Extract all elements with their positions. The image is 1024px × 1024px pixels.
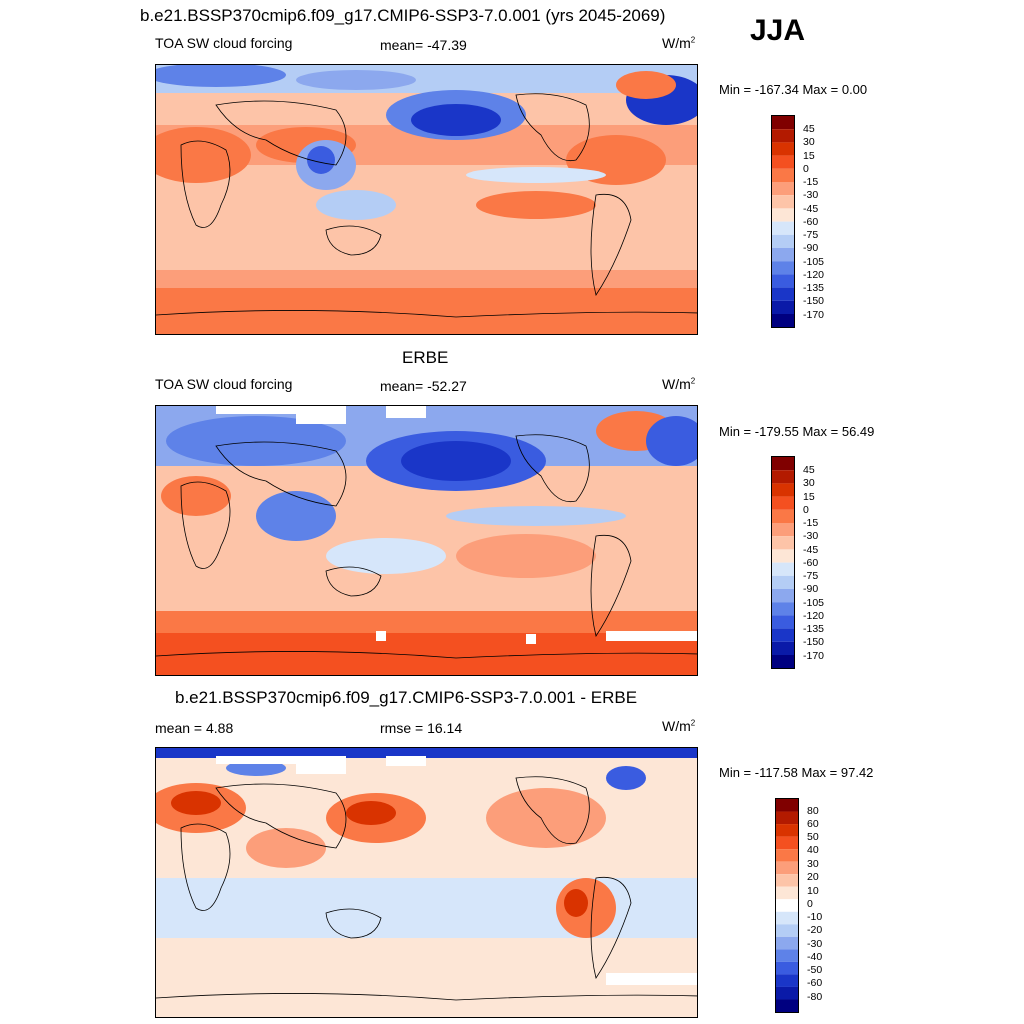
colorbar-label: -120 <box>803 269 825 281</box>
colorbar-label: 50 <box>807 831 819 843</box>
panel-obs-colorbar: 45 30 15 0 -15 -30 -45 -60 -75 -90 -105 … <box>771 456 871 671</box>
panel-model-map <box>155 64 698 335</box>
panel-diff-field <box>156 748 697 1017</box>
colorbar-label: -15 <box>803 176 819 188</box>
colorbar-label: -105 <box>803 597 825 609</box>
panel-diff-map <box>155 747 698 1018</box>
colorbar-label: -170 <box>803 309 825 321</box>
panel-obs-left-label: TOA SW cloud forcing <box>155 376 293 392</box>
colorbar-label: -75 <box>803 229 819 241</box>
colorbar-label: -30 <box>807 938 823 950</box>
colorbar-label: 15 <box>803 150 815 162</box>
colorbar-label: -40 <box>807 951 823 963</box>
panel-obs-mean: mean= -52.27 <box>380 378 467 394</box>
colorbar-label: -150 <box>803 295 825 307</box>
colorbar-label: -90 <box>803 583 819 595</box>
colorbar-label: 40 <box>807 844 819 856</box>
colorbar-label: -90 <box>803 242 819 254</box>
panel-diff-colorbar-box <box>775 798 799 1013</box>
colorbar-label: -30 <box>803 189 819 201</box>
panel-obs-field <box>156 406 697 675</box>
figure-title: b.e21.BSSP370cmip6.f09_g17.CMIP6-SSP3-7.… <box>140 6 666 25</box>
colorbar-label: 30 <box>807 858 819 870</box>
colorbar-label: -80 <box>807 991 823 1003</box>
colorbar-label: -75 <box>803 570 819 582</box>
colorbar-label: -45 <box>803 544 819 556</box>
panel-diff-mean: mean = 4.88 <box>155 720 234 736</box>
colorbar-label: -20 <box>807 924 823 936</box>
season-label: JJA <box>750 14 806 47</box>
colorbar-label: 45 <box>803 123 815 135</box>
panel-obs-header: ERBE <box>402 348 449 367</box>
colorbar-label: -45 <box>803 203 819 215</box>
colorbar-label: 45 <box>803 464 815 476</box>
panel-model-mean: mean= -47.39 <box>380 37 467 53</box>
panel-model-left-label: TOA SW cloud forcing <box>155 35 293 51</box>
panel-model-minmax: Min = -167.34 Max = 0.00 <box>719 82 868 97</box>
panel-diff-colorbar-swatches <box>776 799 798 1013</box>
colorbar-label: 80 <box>807 805 819 817</box>
colorbar-label: 60 <box>807 818 819 830</box>
colorbar-label: 30 <box>803 136 815 148</box>
colorbar-label: -60 <box>807 977 823 989</box>
panel-diff-minmax: Min = -117.58 Max = 97.42 <box>719 765 874 780</box>
colorbar-label: 0 <box>807 898 813 910</box>
panel-model-units: W/m2 <box>662 35 696 51</box>
colorbar-label: 0 <box>803 504 809 516</box>
panel-model-colorbar-box <box>771 115 795 328</box>
panel-obs-units: W/m2 <box>662 376 696 392</box>
panel-diff-header: b.e21.BSSP370cmip6.f09_g17.CMIP6-SSP3-7.… <box>175 688 638 707</box>
colorbar-label: -105 <box>803 256 825 268</box>
colorbar-label: 30 <box>803 477 815 489</box>
colorbar-label: -10 <box>807 911 823 923</box>
panel-obs-minmax: Min = -179.55 Max = 56.49 <box>719 424 875 439</box>
colorbar-label: -15 <box>803 517 819 529</box>
colorbar-label: -60 <box>803 216 819 228</box>
panel-diff-units: W/m2 <box>662 718 696 734</box>
colorbar-label: -150 <box>803 636 825 648</box>
colorbar-label: 10 <box>807 885 819 897</box>
panel-diff-rmse: rmse = 16.14 <box>380 720 463 736</box>
colorbar-label: -135 <box>803 282 825 294</box>
panel-obs-map <box>155 405 698 676</box>
colorbar-label: 20 <box>807 871 819 883</box>
colorbar-label: -170 <box>803 650 825 662</box>
colorbar-label: 15 <box>803 491 815 503</box>
colorbar-label: -60 <box>803 557 819 569</box>
panel-model-colorbar: 45 30 15 0 -15 -30 -45 -60 -75 -90 -105 … <box>771 115 871 330</box>
colorbar-label: 0 <box>803 163 809 175</box>
panel-obs-colorbar-box <box>771 456 795 669</box>
panel-obs-colorbar-swatches <box>772 457 794 669</box>
panel-model-field <box>156 65 697 334</box>
panel-diff-colorbar: 80 60 50 40 30 20 10 0 -10 -20 -30 -40 -… <box>775 798 875 1013</box>
panel-model-colorbar-swatches <box>772 116 794 328</box>
colorbar-label: -30 <box>803 530 819 542</box>
colorbar-label: -120 <box>803 610 825 622</box>
colorbar-label: -135 <box>803 623 825 635</box>
colorbar-label: -50 <box>807 964 823 976</box>
